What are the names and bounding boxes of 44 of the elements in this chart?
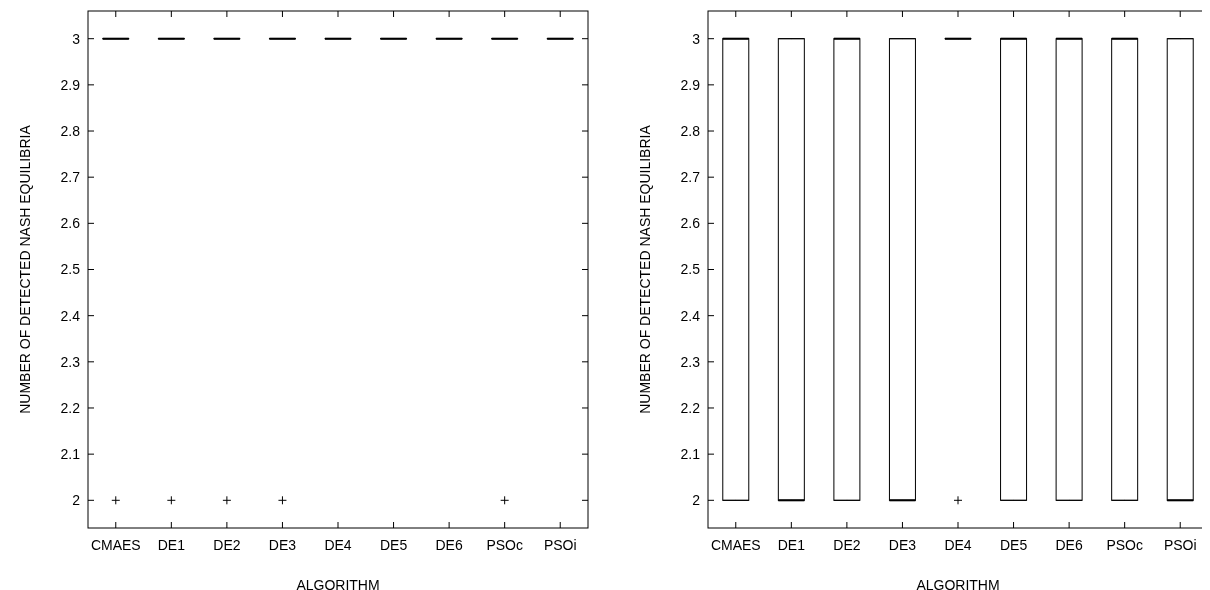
y-tick-label: 2.9 [60,76,81,93]
x-tick-label: DE5 [999,537,1028,553]
y-tick-label: 2.1 [680,446,701,463]
y-tick-label: 2 [72,492,81,509]
y-tick-label: 2.7 [680,169,701,186]
y-tick-label: 2.2 [680,399,701,416]
x-tick-label: DE3 [888,537,917,553]
x-tick-label: DE4 [324,537,352,553]
x-tick-label: PSOi [543,537,577,553]
y-tick-label: 2.8 [60,122,81,139]
x-tick-label: PSOi [1163,537,1197,553]
x-tick-label: DE1 [157,537,186,553]
x-tick-label: DE2 [833,537,861,553]
x-tick-label: CMAES [710,537,761,553]
x-tick-label: DE6 [435,537,463,553]
y-tick-label: 3 [692,30,701,47]
x-tick-label: DE5 [379,537,408,553]
x-tick-label: PSOc [1106,537,1143,553]
y-tick-label: 2.4 [60,307,81,324]
x-tick-label: DE6 [1055,537,1083,553]
y-tick-label: 3 [72,30,81,47]
y-tick-label: 2.6 [60,215,81,232]
y-tick-label: 2.6 [680,215,701,232]
y-tick-label: 2.8 [680,122,701,139]
x-tick-label: DE2 [213,537,241,553]
y-tick-label: 2.2 [60,399,81,416]
y-tick-label: 2.3 [680,353,701,370]
x-tick-label: PSOc [486,537,523,553]
y-tick-label: 2.4 [680,307,701,324]
x-tick-label: DE1 [777,537,806,553]
y-tick-label: 2.7 [60,169,81,186]
x-tick-label: CMAES [90,537,141,553]
y-tick-label: 2.1 [60,446,81,463]
y-axis-title: NUMBER OF DETECTED NASH EQUILIBRIA [637,124,653,414]
y-tick-label: 2 [692,492,701,509]
y-tick-label: 2.3 [60,353,81,370]
x-tick-label: DE3 [268,537,297,553]
y-axis-title: NUMBER OF DETECTED NASH EQUILIBRIA [17,124,33,414]
y-tick-label: 2.5 [680,261,701,278]
x-axis-title: ALGORITHM [916,577,1000,590]
y-tick-label: 2.9 [680,76,701,93]
x-tick-label: DE4 [944,537,972,553]
x-axis-title: ALGORITHM [296,577,380,590]
y-tick-label: 2.5 [60,261,81,278]
